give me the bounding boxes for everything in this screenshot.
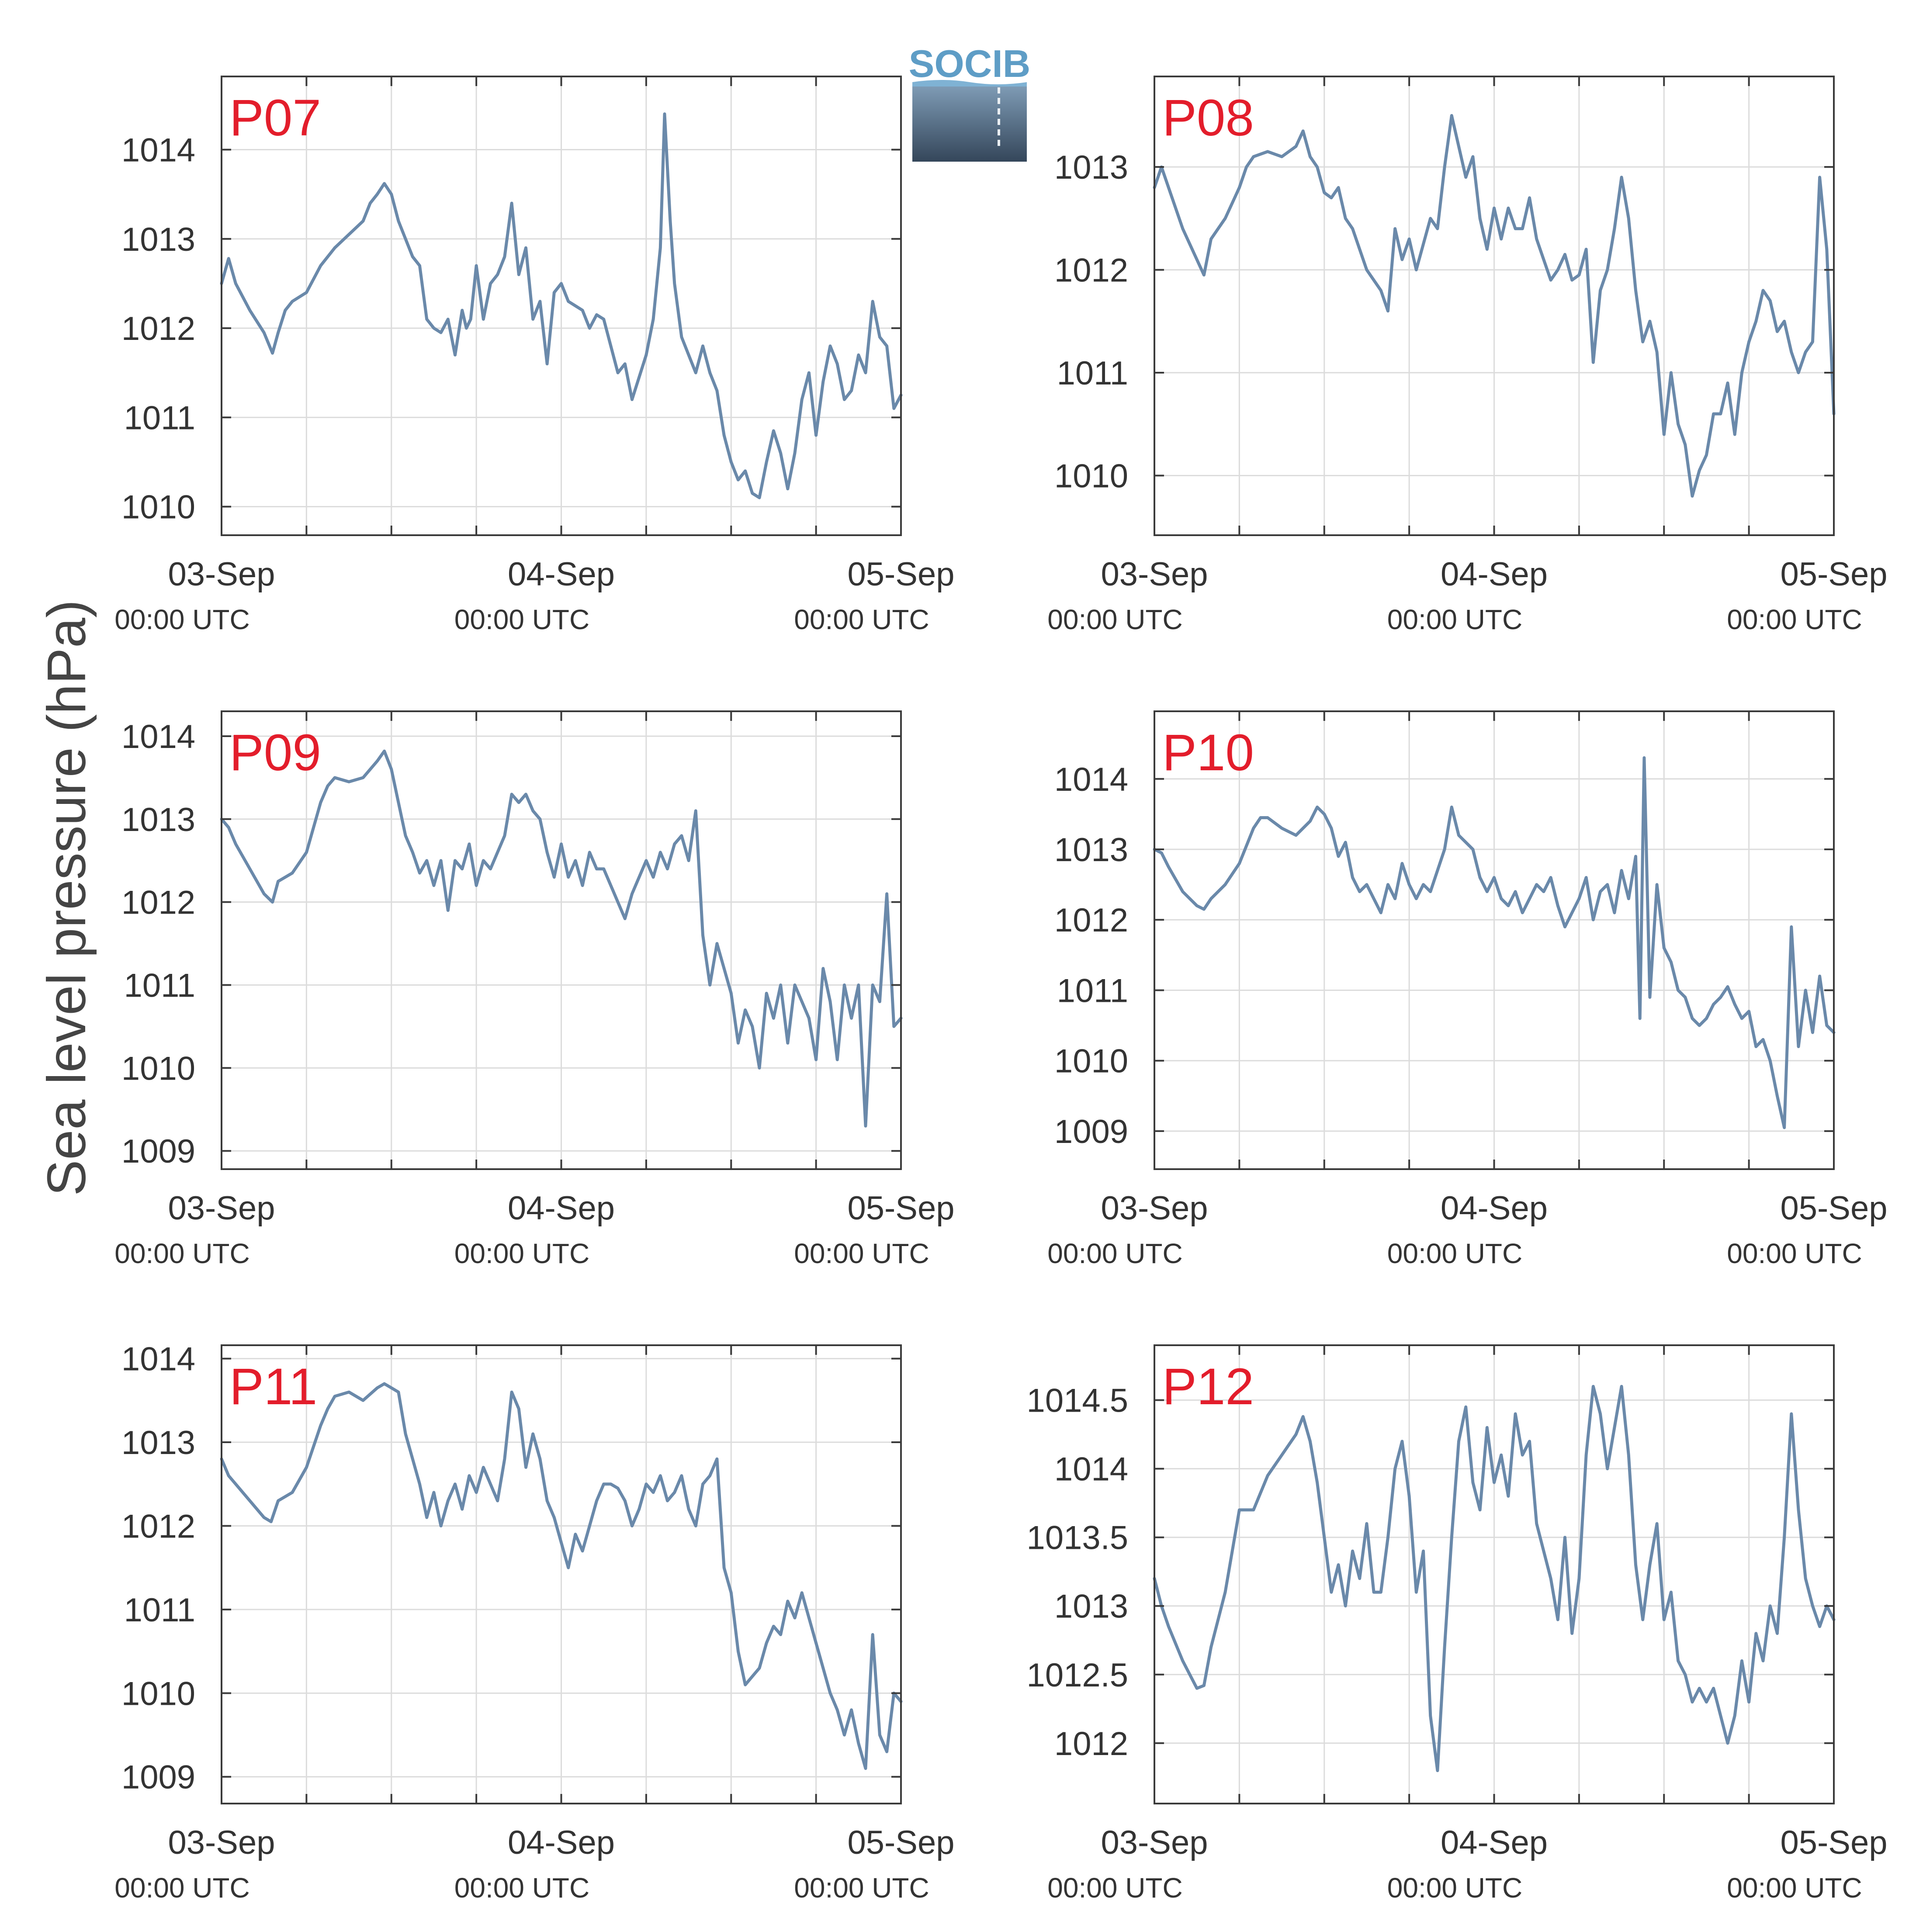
y-tick-label: 1010 — [1054, 1043, 1128, 1080]
socib-logo: SOCIB — [909, 42, 1031, 162]
y-tick-label: 1013 — [1054, 149, 1128, 186]
x-tick-sublabel: 00:00 UTC — [1387, 604, 1522, 635]
y-tick-label: 1013 — [1054, 1588, 1128, 1625]
x-tick-sublabel: 00:00 UTC — [114, 604, 249, 635]
x-tick-sublabel: 00:00 UTC — [1727, 1238, 1862, 1269]
series-line-p09 — [220, 749, 903, 1128]
chart-panel-p10: 1009 1010 1011 1012 1013 1014 03-Sep 00:00 UTC 0… — [1047, 710, 1888, 1269]
logo-gradient-block — [912, 85, 1027, 162]
chart-panel-p12: 1012 1012.5 1013 1013.5 1014 1014.5 03-Sep 00:0… — [1027, 1344, 1888, 1904]
chart-panel-p07: 1010 1011 1012 1013 1014 03-Sep 00:00 UTC 04-Se… — [114, 76, 955, 635]
x-tick-label: 03-Sep — [1101, 1190, 1208, 1227]
x-tick-sublabel: 00:00 UTC — [1727, 1872, 1862, 1904]
y-tick-label: 1010 — [121, 1050, 195, 1087]
x-tick-label: 03-Sep — [1101, 556, 1208, 593]
y-tick-label: 1013 — [121, 221, 195, 258]
x-tick-label: 04-Sep — [508, 1190, 615, 1227]
x-tick-label: 05-Sep — [1780, 556, 1887, 593]
x-tick-label: 03-Sep — [1101, 1824, 1208, 1861]
y-tick-label: 1010 — [1054, 457, 1128, 495]
x-tick-sublabel: 00:00 UTC — [1047, 1238, 1182, 1269]
station-label: P12 — [1162, 1358, 1254, 1416]
x-tick-sublabel: 00:00 UTC — [114, 1872, 249, 1904]
x-tick-sublabel: 00:00 UTC — [454, 1872, 589, 1904]
y-tick-label: 1009 — [121, 1133, 195, 1170]
x-tick-label: 05-Sep — [1780, 1824, 1887, 1861]
series-line-p10 — [1153, 756, 1836, 1129]
x-tick-sublabel: 00:00 UTC — [1387, 1238, 1522, 1269]
y-tick-label: 1011 — [124, 967, 195, 1004]
y-tick-label: 1012 — [121, 884, 195, 921]
x-tick-sublabel: 00:00 UTC — [114, 1238, 249, 1269]
y-tick-label: 1014 — [121, 718, 195, 755]
x-tick-sublabel: 00:00 UTC — [1387, 1872, 1522, 1904]
x-tick-sublabel: 00:00 UTC — [454, 1238, 589, 1269]
y-tick-label: 1012 — [1054, 252, 1128, 289]
y-tick-label: 1010 — [121, 489, 195, 526]
y-tick-label: 1010 — [121, 1675, 195, 1712]
x-tick-label: 05-Sep — [847, 556, 954, 593]
y-tick-label: 1012.5 — [1027, 1657, 1128, 1694]
y-tick-label: 1012 — [1054, 902, 1128, 939]
station-label: P08 — [1162, 89, 1254, 147]
station-label: P11 — [229, 1358, 317, 1416]
station-label: P07 — [229, 89, 321, 147]
x-tick-sublabel: 00:00 UTC — [794, 1872, 929, 1904]
logo-wave — [912, 80, 1027, 87]
station-label: P09 — [229, 724, 321, 782]
x-tick-label: 04-Sep — [508, 1824, 615, 1861]
y-tick-label: 1012 — [121, 1508, 195, 1545]
x-tick-sublabel: 00:00 UTC — [1047, 604, 1182, 635]
x-tick-sublabel: 00:00 UTC — [1727, 604, 1862, 635]
x-tick-label: 05-Sep — [847, 1190, 954, 1227]
y-tick-label: 1014 — [1054, 761, 1128, 798]
series-line-p08 — [1153, 114, 1836, 498]
y-tick-label: 1013 — [1054, 831, 1128, 869]
y-tick-label: 1013.5 — [1027, 1520, 1128, 1557]
x-tick-label: 04-Sep — [1441, 1190, 1548, 1227]
station-label: P10 — [1162, 724, 1254, 782]
x-tick-label: 05-Sep — [1780, 1190, 1887, 1227]
x-tick-sublabel: 00:00 UTC — [454, 604, 589, 635]
y-tick-label: 1012 — [121, 310, 195, 347]
series-line-p11 — [220, 1382, 903, 1770]
x-tick-label: 04-Sep — [508, 556, 615, 593]
series-line-p07 — [220, 112, 903, 499]
y-tick-label: 1014.5 — [1027, 1382, 1128, 1420]
chart-panel-p09: 1009 1010 1011 1012 1013 1014 03-Sep 00:00 UTC 0… — [114, 710, 955, 1269]
x-tick-label: 05-Sep — [847, 1824, 954, 1861]
y-tick-label: 1014 — [121, 1341, 195, 1378]
y-tick-label: 1014 — [121, 132, 195, 169]
chart-panel-p11: 1009 1010 1011 1012 1013 1014 03-Sep 00:00 UTC 0… — [114, 1341, 954, 1904]
y-tick-label: 1014 — [1054, 1451, 1128, 1488]
y-tick-label: 1011 — [124, 1592, 195, 1629]
x-tick-label: 04-Sep — [1441, 556, 1548, 593]
y-tick-label: 1011 — [1057, 355, 1128, 392]
logo-wordmark: SOCIB — [909, 42, 1031, 85]
y-tick-label: 1012 — [1054, 1725, 1128, 1762]
y-tick-label: 1013 — [121, 1424, 195, 1461]
y-tick-label: 1009 — [1054, 1113, 1128, 1150]
x-tick-label: 04-Sep — [1441, 1824, 1548, 1861]
y-tick-label: 1009 — [121, 1759, 195, 1796]
series-line-p12 — [1153, 1385, 1836, 1773]
x-tick-label: 03-Sep — [168, 556, 275, 593]
x-tick-sublabel: 00:00 UTC — [794, 1238, 929, 1269]
y-tick-label: 1011 — [124, 399, 195, 436]
y-tick-label: 1013 — [121, 801, 195, 838]
y-tick-label: 1011 — [1057, 972, 1128, 1009]
x-tick-label: 03-Sep — [168, 1824, 275, 1861]
x-tick-sublabel: 00:00 UTC — [1047, 1872, 1182, 1904]
x-tick-label: 03-Sep — [168, 1190, 275, 1227]
y-axis-label: Sea level pressure (hPa) — [37, 600, 97, 1196]
x-tick-sublabel: 00:00 UTC — [794, 604, 929, 635]
chart-panel-p08: 1010 1011 1012 1013 03-Sep 00:00 UTC 04-Sep 00:… — [1047, 76, 1888, 635]
